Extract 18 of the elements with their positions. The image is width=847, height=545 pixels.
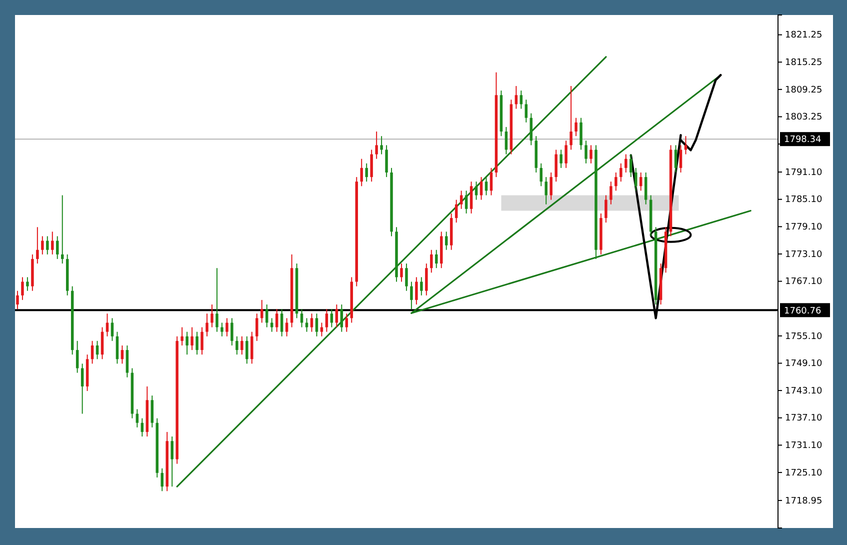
y-tick-label: 1773.10 bbox=[785, 250, 822, 260]
y-tick-label: 1731.10 bbox=[785, 441, 822, 452]
y-tick-label: 1718.95 bbox=[785, 496, 822, 506]
y-tick-label: 1809.25 bbox=[785, 85, 822, 96]
y-tick-label: 1821.25 bbox=[785, 30, 822, 41]
y-tick-label: 1737.10 bbox=[785, 414, 822, 424]
ref-line-label: 1760.76 bbox=[784, 306, 822, 316]
y-tick-label: 1791.10 bbox=[785, 168, 822, 178]
y-tick-label: 1779.10 bbox=[785, 222, 822, 233]
y-tick-label: 1755.10 bbox=[785, 332, 822, 342]
y-tick-label: 1815.25 bbox=[785, 58, 822, 68]
y-tick-label: 1767.10 bbox=[785, 277, 822, 288]
y-tick-label: 1743.10 bbox=[785, 386, 822, 396]
y-tick-label: 1785.10 bbox=[785, 195, 822, 206]
y-tick-label: 1725.10 bbox=[785, 468, 822, 478]
ref-line-label: 1798.34 bbox=[784, 135, 822, 146]
y-tick-label: 1803.25 bbox=[785, 112, 822, 123]
y-tick-label: 1749.10 bbox=[785, 359, 822, 370]
